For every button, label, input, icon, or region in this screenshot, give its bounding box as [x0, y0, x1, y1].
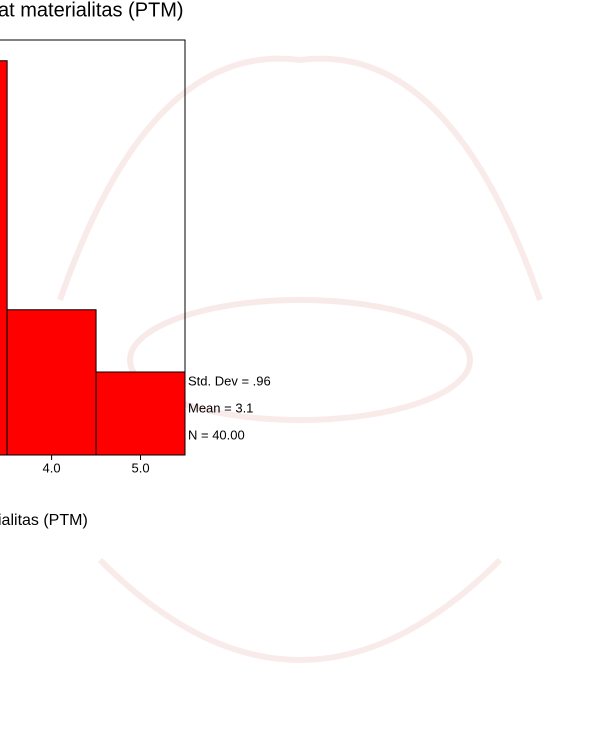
plot-frame [0, 39, 186, 456]
watermark [57, 55, 543, 663]
stat-label: N = 40.00 [188, 427, 245, 442]
x-axis-label: ialitas (PTM) [0, 512, 88, 529]
x-tick-label: 5.0 [131, 460, 149, 475]
stat-label: Std. Dev = .96 [188, 373, 271, 388]
stat-label: Mean = 3.1 [188, 400, 253, 415]
chart-title: at materialitas (PTM) [0, 0, 184, 21]
bar [6, 309, 97, 456]
bar [95, 371, 186, 456]
x-tick-label: 4.0 [43, 460, 61, 475]
bar [0, 60, 8, 456]
